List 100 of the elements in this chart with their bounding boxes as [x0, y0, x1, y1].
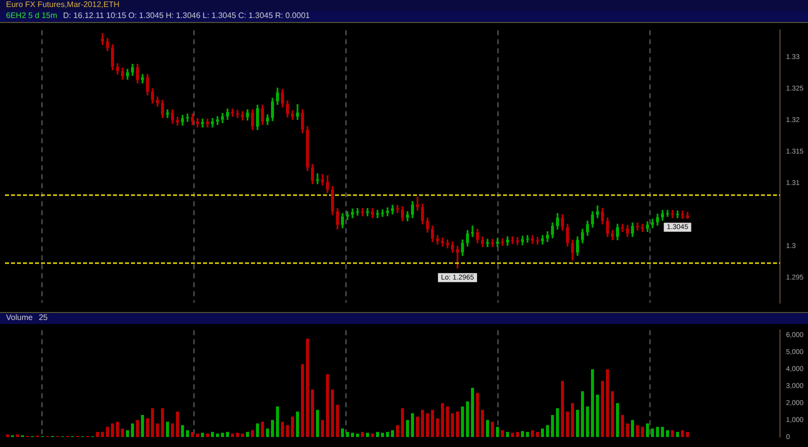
bar	[426, 413, 429, 437]
bar	[506, 432, 509, 437]
bar	[106, 426, 109, 437]
candlestick	[296, 104, 299, 120]
candlestick	[361, 208, 364, 216]
bar	[251, 430, 254, 437]
bar	[646, 423, 649, 437]
bar	[386, 432, 389, 437]
bar	[206, 434, 209, 437]
bar	[546, 425, 549, 437]
bar	[496, 426, 499, 437]
bar	[246, 432, 249, 437]
bar	[636, 425, 639, 437]
bar	[216, 434, 219, 437]
bar	[631, 420, 634, 437]
candlestick	[596, 206, 599, 218]
bar	[561, 381, 564, 437]
bar	[376, 432, 379, 437]
bar	[6, 434, 9, 437]
bar	[661, 426, 664, 437]
bar	[556, 408, 559, 437]
bar	[341, 428, 344, 437]
bar	[141, 414, 144, 437]
chart-subtitle: 6EH2 5 d 15m	[6, 11, 58, 20]
bar	[296, 412, 299, 437]
bar	[421, 410, 424, 437]
candlestick	[321, 174, 324, 186]
bar	[621, 414, 624, 437]
bar	[396, 425, 399, 437]
bar	[321, 420, 324, 437]
bar	[676, 432, 679, 437]
bar	[666, 430, 669, 437]
bar	[236, 432, 239, 437]
candlestick	[456, 246, 459, 269]
bar	[301, 364, 304, 437]
bar	[286, 425, 289, 437]
bar	[416, 416, 419, 437]
bar	[241, 434, 244, 437]
bar	[351, 432, 354, 437]
candlestick	[676, 210, 679, 218]
bar	[406, 420, 409, 437]
bar	[601, 381, 604, 437]
bar	[326, 374, 329, 437]
chart-subtitle: 25	[38, 313, 48, 322]
candlestick	[511, 236, 514, 244]
bar	[411, 413, 414, 437]
bar	[171, 423, 174, 437]
bar	[491, 422, 494, 437]
bar	[591, 369, 594, 437]
bar	[291, 416, 294, 437]
bar	[481, 410, 484, 437]
bar	[201, 432, 204, 437]
bar	[276, 406, 279, 437]
bar	[606, 369, 609, 437]
bar	[226, 432, 229, 437]
bar	[486, 420, 489, 437]
bar	[551, 414, 554, 437]
bar	[581, 391, 584, 437]
bar	[456, 412, 459, 437]
bar	[126, 430, 129, 437]
candlestick	[531, 235, 534, 244]
bar	[686, 432, 689, 437]
chart-title: Volume	[6, 313, 33, 322]
bar	[586, 406, 589, 437]
bar	[656, 426, 659, 437]
bar	[101, 432, 104, 437]
candlestick	[101, 33, 104, 46]
bar	[451, 413, 454, 437]
bar	[96, 432, 99, 437]
bar	[311, 390, 314, 437]
bar	[131, 423, 134, 437]
bar	[626, 423, 629, 437]
bar	[336, 404, 339, 437]
bar	[111, 423, 114, 437]
candlestick	[636, 222, 639, 231]
bar	[181, 425, 184, 437]
bar	[536, 432, 539, 437]
candlestick	[216, 116, 219, 125]
candlestick	[416, 196, 419, 211]
candlestick	[366, 208, 369, 216]
bar	[651, 428, 654, 437]
chart-title: Euro FX Futures,Mar-2012,ETH	[6, 0, 120, 9]
candlestick	[441, 238, 444, 246]
bar	[116, 422, 119, 437]
bar	[256, 423, 259, 437]
candlestick	[381, 209, 384, 217]
bar	[366, 432, 369, 437]
candlestick	[356, 208, 359, 216]
bar	[531, 430, 534, 437]
bar	[466, 401, 469, 437]
bar	[521, 431, 524, 437]
bar	[306, 338, 309, 437]
bar	[476, 392, 479, 437]
candlestick	[681, 210, 684, 219]
candlestick	[176, 116, 179, 126]
bar	[436, 418, 439, 437]
bar	[156, 423, 159, 437]
bar	[356, 434, 359, 437]
bar	[526, 432, 529, 437]
bar	[161, 408, 164, 437]
